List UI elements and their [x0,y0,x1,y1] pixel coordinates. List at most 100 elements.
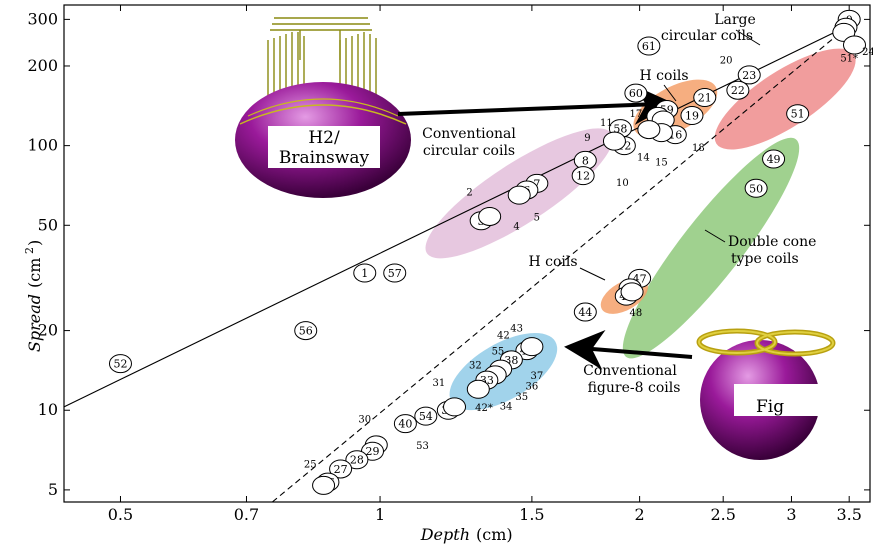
x-tick-label: 3 [786,505,796,524]
data-point-24 [843,35,867,55]
data-point-22 [726,80,750,100]
annotation-conventional-figure8: Conventional figure-8 coils [583,363,680,396]
y-axis-unit-sup: 2 [23,247,36,254]
h2-label-box [268,126,380,168]
trend-lines [63,24,850,503]
point-label-20: 20 [720,55,733,66]
fig8-arrow [564,329,693,370]
data-point [602,131,626,151]
x-tick-label: 0.7 [234,505,259,524]
h2-label-line2: Brainsway [279,148,370,168]
y-tick-label: 50 [38,215,58,234]
annotation-large-circular: Large circular coils [661,12,761,46]
y-axis-unit-close: ) [25,240,44,246]
point-label-60: 60 [629,87,643,100]
data-point-12 [571,166,595,186]
point-label-11: 11 [600,118,613,129]
point-label-61: 61 [642,40,656,53]
figure-8-coil-image: Fig [696,328,836,460]
point-label-34: 34 [500,402,513,413]
data-point-54 [414,406,438,426]
y-tick-label: 5 [48,480,58,499]
data-point-27 [329,459,353,479]
point-label-51*: 51* [840,54,858,65]
point-label-27: 27 [334,463,348,476]
data-point [520,337,544,357]
data-point [620,282,644,302]
data-point [443,397,467,417]
point-label-7: 7 [533,177,540,190]
y-axis-label: Spread [25,294,44,352]
axis-ticks: 0.5 0.7 1 1.5 2 2.5 3 3.5 5 10 20 50 100 200 300 [27,5,870,524]
x-tick-label: 1.5 [519,505,544,524]
ann-large-line1: Large [714,12,756,28]
data-point-49 [762,149,786,169]
point-label-14: 14 [637,152,650,163]
point-label-4: 4 [513,221,519,232]
y-axis-unit: (cm [25,258,44,288]
y-tick-label: 100 [27,136,58,155]
data-point-56 [294,321,318,341]
point-label-32: 32 [469,360,482,371]
point-label-54: 54 [419,410,433,423]
point-label-28: 28 [350,454,364,467]
point-label-9: 9 [584,133,590,144]
point-label-8: 8 [582,154,589,167]
point-label-40: 40 [398,418,412,431]
point-label-5: 5 [534,212,540,223]
point-label-18: 18 [692,143,705,154]
data-points: 02451*2320222119591716181415606151581112… [108,9,873,495]
ann-large-line2: circular coils [661,28,753,44]
ann-conv-circ-line1: Conventional [422,126,516,142]
point-label-10: 10 [616,178,629,189]
point-label-51: 51 [791,108,805,121]
x-tick-label: 1 [375,505,385,524]
ann-conv-circ-line2: circular coils [423,143,515,159]
point-label-53: 53 [416,441,429,452]
point-label-19: 19 [685,109,699,122]
point-label-48: 48 [629,308,642,319]
cluster-ellipse-0 [714,48,856,150]
data-point-57 [383,263,407,283]
h2-brainsway-coil-image: H2/ Brainsway [235,17,411,198]
point-label-2: 2 [466,188,472,199]
point-label-37: 37 [530,371,543,382]
point-label-17: 17 [629,109,642,120]
x-axis-title: Depth (cm) [420,525,513,544]
h2-label-line1: H2/ [308,128,340,148]
data-point-44 [573,302,597,322]
data-point [478,206,502,226]
data-point-40 [393,414,417,434]
data-point [466,379,490,399]
x-tick-label: 3.5 [836,505,861,524]
data-point [312,475,336,495]
plot-frame [63,4,871,503]
point-label-42: 42 [497,331,510,342]
data-point-52 [108,354,132,374]
y-axis-title: Spread (cm 2 ) [23,240,44,352]
point-label-30: 30 [358,415,371,426]
point-label-56: 56 [299,325,313,338]
point-label-35: 35 [515,392,528,403]
annotation-conventional-circular: Conventional circular coils [422,126,516,159]
x-axis-unit: (cm) [476,525,513,544]
point-label-23: 23 [742,69,756,82]
ann-hcoils-top: H coils [639,68,688,84]
point-label-31: 31 [432,378,445,389]
point-label-50: 50 [749,182,763,195]
h2-arrow [397,84,674,125]
data-point-50 [744,178,768,198]
data-point-61 [637,36,661,56]
y-tick-label: 200 [27,56,58,75]
data-point-1 [353,263,377,283]
data-point-28 [345,450,369,470]
point-label-21: 21 [698,92,712,105]
ann-double-cone-line2: type coils [731,251,799,267]
data-point [637,120,661,140]
point-label-22: 22 [731,84,745,97]
ann-fig8-line2: figure-8 coils [588,380,681,396]
annotation-double-cone: Double cone type coils [704,229,816,267]
point-label-12: 12 [576,170,590,183]
point-label-57: 57 [388,267,402,280]
